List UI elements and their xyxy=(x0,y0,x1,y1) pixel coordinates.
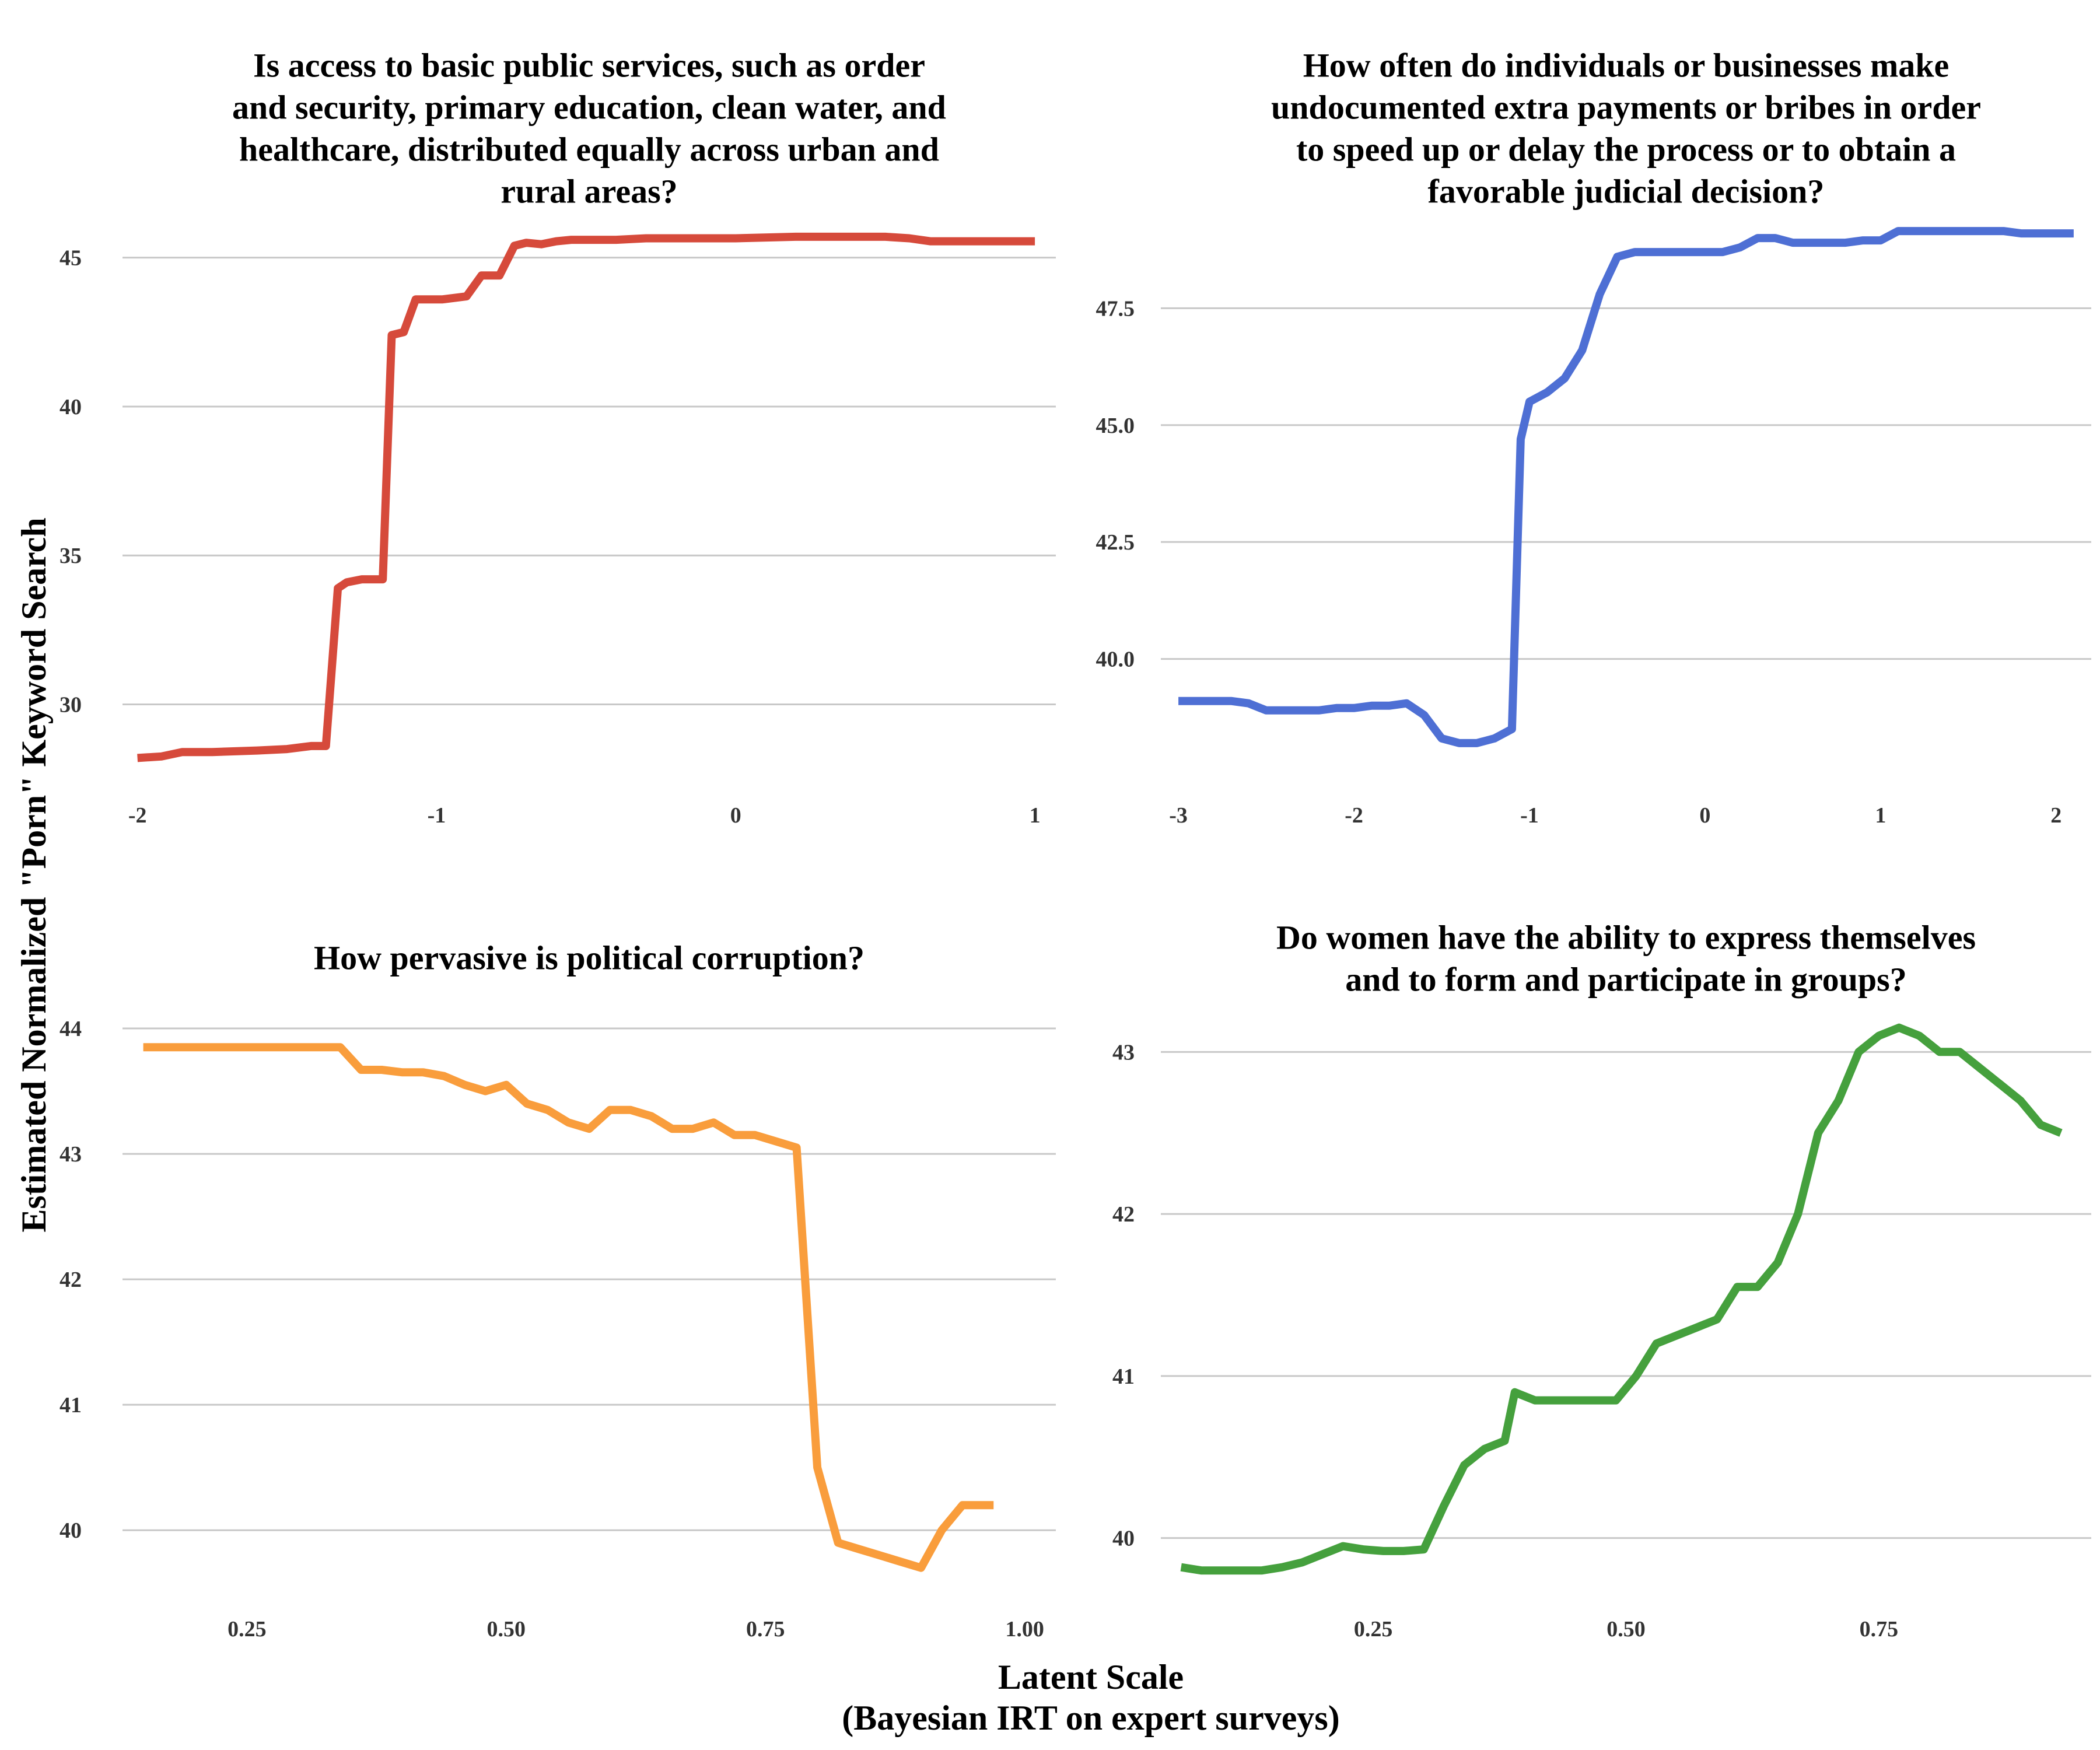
panel-title-line: and security, primary education, clean w… xyxy=(232,89,946,127)
panel-title-line: How often do individuals or businesses m… xyxy=(1303,47,1950,85)
y-tick-label: 43 xyxy=(1112,1040,1135,1065)
panel-title-line: How pervasive is political corruption? xyxy=(314,939,864,977)
x-tick-label: 1 xyxy=(1875,803,1886,828)
x-tick-label: 2 xyxy=(2050,803,2062,828)
x-tick-label: -1 xyxy=(1520,803,1539,828)
series-line xyxy=(1178,227,2074,747)
chart-panel-4: Do women have the ability to express the… xyxy=(1112,919,2091,1642)
x-tick-label: -2 xyxy=(128,803,147,828)
x-tick-label: -1 xyxy=(428,803,446,828)
panel-title-line: to speed up or delay the process or to o… xyxy=(1296,131,1956,169)
chart-panel-3: How pervasive is political corruption? 40… xyxy=(60,939,1056,1642)
chart-panel-1: Is access to basic public services, such… xyxy=(60,47,1056,828)
x-tick-label: -2 xyxy=(1345,803,1363,828)
y-tick-label: 47.5 xyxy=(1096,296,1135,321)
x-tick-label: 0 xyxy=(1699,803,1710,828)
y-tick-label: 40 xyxy=(60,1518,82,1543)
x-tick-label: 0.75 xyxy=(1860,1617,1899,1642)
x-tick-label: 0.25 xyxy=(228,1617,267,1642)
series-line xyxy=(137,232,1035,762)
panel-title-line: Is access to basic public services, such… xyxy=(253,47,925,85)
y-tick-label: 40.0 xyxy=(1096,648,1135,672)
y-tick-label: 42 xyxy=(1112,1202,1135,1227)
y-tick-label: 35 xyxy=(60,544,82,568)
x-tick-label: 0 xyxy=(730,803,741,828)
x-tick-label: 1.00 xyxy=(1005,1617,1044,1642)
panel-title-line: rural areas? xyxy=(501,173,677,211)
y-tick-label: 40 xyxy=(60,395,82,419)
series-line xyxy=(143,1043,994,1572)
x-tick-label: 0.75 xyxy=(746,1617,785,1642)
y-tick-label: 41 xyxy=(1112,1364,1135,1389)
y-tick-label: 30 xyxy=(60,692,82,717)
y-tick-label: 40 xyxy=(1112,1527,1135,1551)
x-axis-title-line1: Latent Scale xyxy=(998,1658,1184,1696)
y-tick-label: 45 xyxy=(60,246,82,271)
panels: Is access to basic public services, such… xyxy=(60,47,2091,1642)
panel-title-line: favorable judicial decision? xyxy=(1428,173,1825,211)
y-axis-title: Estimated Normalized "Porn" Keyword Sear… xyxy=(15,517,53,1232)
x-tick-label: 0.50 xyxy=(1606,1617,1646,1642)
y-tick-label: 41 xyxy=(60,1393,82,1418)
x-tick-label: 0.25 xyxy=(1354,1617,1393,1642)
x-tick-label: 1 xyxy=(1030,803,1041,828)
x-axis-title-line2: (Bayesian IRT on expert surveys) xyxy=(842,1699,1339,1737)
y-tick-label: 45.0 xyxy=(1096,414,1135,438)
x-tick-label: 0.50 xyxy=(487,1617,526,1642)
panel-title-line: healthcare, distributed equally across u… xyxy=(239,131,939,169)
y-tick-label: 42.5 xyxy=(1096,530,1135,555)
y-tick-label: 43 xyxy=(60,1142,82,1167)
x-tick-label: -3 xyxy=(1169,803,1188,828)
series-line xyxy=(1180,1023,2063,1575)
y-tick-label: 42 xyxy=(60,1268,82,1292)
y-tick-label: 44 xyxy=(60,1017,82,1041)
chart-panel-2: How often do individuals or businesses m… xyxy=(1096,47,2091,828)
panel-title-line: undocumented extra payments or bribes in… xyxy=(1271,89,1981,127)
panel-title-line: and to form and participate in groups? xyxy=(1345,961,1906,999)
panel-title-line: Do women have the ability to express the… xyxy=(1276,919,1976,957)
